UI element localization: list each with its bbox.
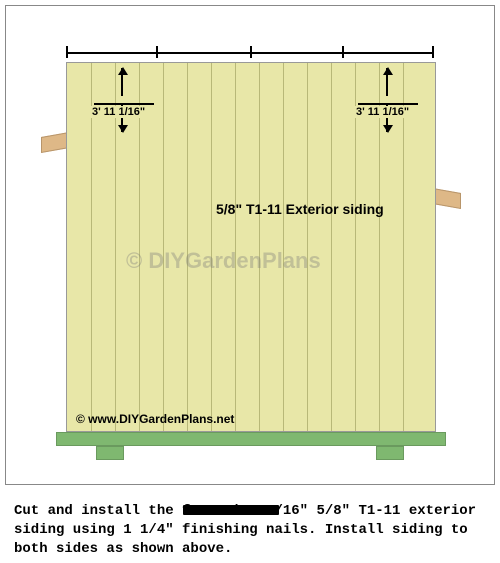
dim-arrow-up-left <box>121 68 123 96</box>
diagram-frame: 3' 11 1/16" 3' 11 1/16" 5/8" T1-11 Exter… <box>5 5 495 485</box>
dim-tick <box>250 46 252 58</box>
base-board <box>56 432 446 446</box>
url-label: © www.DIYGardenPlans.net <box>76 412 234 426</box>
dim-notch-line-left <box>94 103 154 105</box>
dim-arrow-up-right <box>386 68 388 96</box>
siding-label: 5/8" T1-11 Exterior siding <box>216 201 384 217</box>
notch-label-left: 3' 11 1/16" <box>90 106 147 118</box>
notch-label-right: 3' 11 1/16" <box>354 106 411 118</box>
dim-notch-line-right <box>358 103 418 105</box>
dim-tick <box>432 46 434 58</box>
dim-tick <box>342 46 344 58</box>
dim-tick <box>66 46 68 58</box>
base-foot-right <box>376 446 404 460</box>
base-foot-left <box>96 446 124 460</box>
strike-redaction <box>183 505 279 515</box>
dim-tick <box>156 46 158 58</box>
watermark: © DIYGardenPlans <box>126 248 321 274</box>
